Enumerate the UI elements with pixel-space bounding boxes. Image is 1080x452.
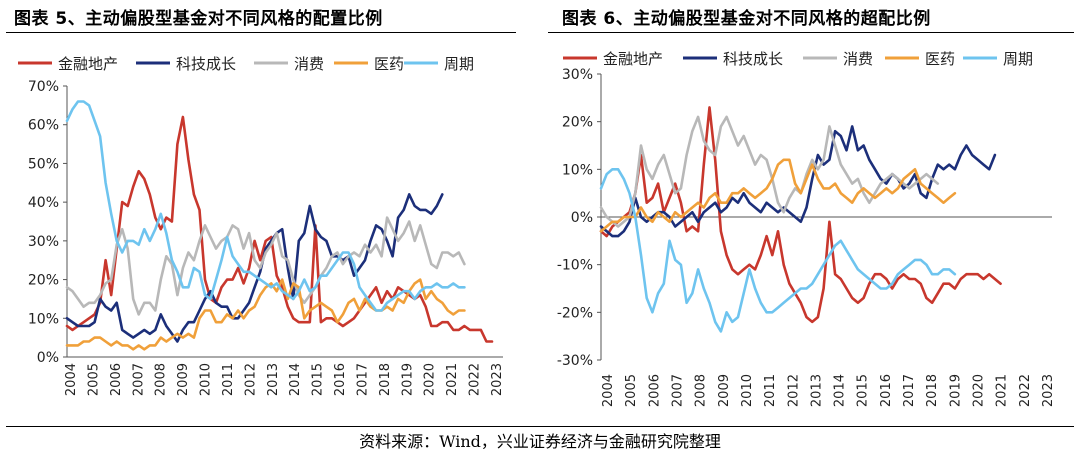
x-tick-label: 2017 bbox=[902, 374, 917, 407]
y-tick-label: 50% bbox=[28, 156, 59, 172]
x-tick-label: 2020 bbox=[423, 363, 438, 396]
x-tick-label: 2013 bbox=[809, 374, 824, 407]
line-series-3 bbox=[65, 278, 466, 351]
x-tick-label: 2023 bbox=[490, 363, 505, 396]
y-tick-label: 30% bbox=[562, 67, 593, 83]
y-tick-label: 20% bbox=[28, 273, 59, 289]
x-tick-label: 2007 bbox=[131, 363, 146, 396]
x-tick-label: 2022 bbox=[468, 363, 483, 396]
x-tick-label: 2008 bbox=[694, 374, 709, 407]
x-tick-label: 2007 bbox=[670, 374, 685, 407]
y-tick-label: 30% bbox=[28, 234, 59, 250]
x-tick-label: 2021 bbox=[995, 374, 1010, 407]
legend-label: 医药 bbox=[925, 50, 955, 68]
legend-label: 医药 bbox=[374, 55, 404, 73]
x-tick-label: 2008 bbox=[154, 363, 169, 396]
right-chart-title: 图表 6、主动偏股型基金对不同风格的超配比例 bbox=[562, 9, 931, 29]
y-tick-label: -20% bbox=[557, 305, 593, 321]
x-tick-label: 2015 bbox=[311, 363, 326, 396]
source-note: 资料来源：Wind，兴业证券经济与金融研究院整理 bbox=[359, 432, 721, 451]
line-series-4 bbox=[65, 100, 466, 312]
x-tick-label: 2018 bbox=[378, 363, 393, 396]
allocation-chart: 0% 10% 20% 30% 40% 50% 60% 70% 2004 2005 2006 2007 2… bbox=[18, 55, 505, 396]
x-tick-label: 2009 bbox=[176, 363, 191, 396]
line-series-1 bbox=[599, 125, 997, 238]
line-series-2 bbox=[65, 216, 466, 316]
x-tick-label: 2004 bbox=[64, 363, 79, 396]
line-series-0 bbox=[65, 115, 494, 343]
x-tick-label: 2011 bbox=[763, 374, 778, 407]
x-tick-label: 2019 bbox=[948, 374, 963, 407]
legend-label: 消费 bbox=[843, 50, 873, 68]
x-tick-label: 2019 bbox=[400, 363, 415, 396]
x-tick-label: 2021 bbox=[445, 363, 460, 396]
x-tick-label: 2016 bbox=[333, 363, 348, 396]
overweight-chart: -30% -20% -10% 0% 10% 20% 30% 2004 2005 2006 2007 2… bbox=[557, 50, 1056, 407]
x-tick-label: 2005 bbox=[624, 374, 639, 407]
right-title-rule bbox=[548, 32, 1074, 33]
line-series-2 bbox=[599, 115, 940, 228]
y-tick-label: 40% bbox=[28, 195, 59, 211]
y-tick-label: -30% bbox=[557, 353, 593, 369]
y-tick-label: 0% bbox=[37, 350, 59, 366]
x-tick-label: 2011 bbox=[221, 363, 236, 396]
y-tick-label: 70% bbox=[28, 79, 59, 95]
x-tick-label: 2012 bbox=[243, 363, 258, 396]
x-tick-label: 2020 bbox=[972, 374, 987, 407]
x-tick-label: 2009 bbox=[717, 374, 732, 407]
x-tick-label: 2010 bbox=[199, 363, 214, 396]
legend-label: 周期 bbox=[444, 55, 474, 73]
y-tick-label: 0% bbox=[571, 210, 593, 226]
line-series-3 bbox=[599, 158, 957, 233]
legend-label: 消费 bbox=[294, 55, 324, 73]
legend-label: 科技成长 bbox=[176, 55, 236, 73]
footer-rule bbox=[6, 426, 1074, 427]
x-tick-label: 2023 bbox=[1041, 374, 1056, 407]
x-tick-label: 2017 bbox=[355, 363, 370, 396]
legend-label: 科技成长 bbox=[723, 50, 783, 68]
y-tick-label: 20% bbox=[562, 115, 593, 131]
y-tick-label: 10% bbox=[28, 311, 59, 327]
x-tick-label: 2006 bbox=[647, 374, 662, 407]
x-tick-label: 2010 bbox=[740, 374, 755, 407]
x-tick-label: 2006 bbox=[109, 363, 124, 396]
legend-label: 金融地产 bbox=[58, 55, 118, 73]
left-chart-title: 图表 5、主动偏股型基金对不同风格的配置比例 bbox=[14, 9, 383, 29]
x-tick-label: 2004 bbox=[601, 374, 616, 407]
legend-label: 周期 bbox=[1003, 50, 1033, 68]
x-tick-label: 2014 bbox=[288, 363, 303, 396]
left-title-rule bbox=[6, 32, 516, 33]
x-tick-label: 2012 bbox=[786, 374, 801, 407]
y-tick-label: 60% bbox=[28, 118, 59, 134]
line-series-1 bbox=[65, 193, 444, 343]
x-tick-label: 2022 bbox=[1018, 374, 1033, 407]
legend-label: 金融地产 bbox=[603, 50, 663, 68]
x-tick-label: 2014 bbox=[833, 374, 848, 407]
x-tick-label: 2015 bbox=[856, 374, 871, 407]
x-tick-label: 2016 bbox=[879, 374, 894, 407]
y-tick-label: 10% bbox=[562, 162, 593, 178]
line-series-0 bbox=[599, 106, 1002, 324]
line-series-4 bbox=[599, 168, 957, 333]
x-tick-label: 2018 bbox=[925, 374, 940, 407]
x-tick-label: 2005 bbox=[86, 363, 101, 396]
x-tick-label: 2013 bbox=[266, 363, 281, 396]
y-tick-label: -10% bbox=[557, 258, 593, 274]
